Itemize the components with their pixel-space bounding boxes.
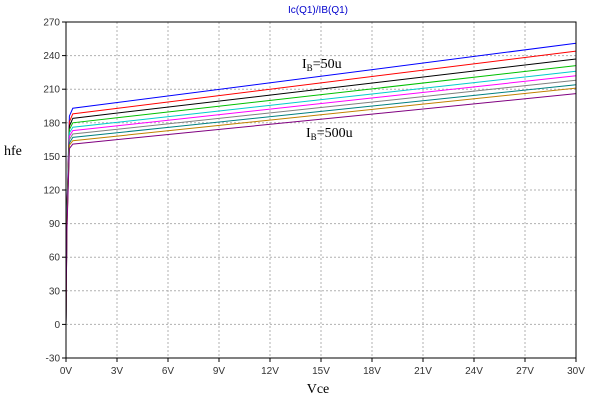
annotation-ib-50u-sub: B [307,63,313,73]
grid [66,22,576,358]
annotation-ib-500u-sub: B [311,132,317,142]
y-tick-label: 270 [43,18,60,29]
x-tick-label: 12V [261,366,279,377]
annotation-ib-50u-value: =50u [313,57,342,72]
annotation-ib-500u-base: I [306,126,311,141]
x-tick-label: 24V [465,366,483,377]
x-tick-label: 6V [162,366,175,377]
y-tick-label: 210 [43,85,60,96]
y-tick-label: 0 [54,320,60,331]
x-tick-label: 9V [213,366,226,377]
annotation-ib-50u: IB=50u [302,57,342,73]
y-tick-label: -30 [46,354,61,365]
annotation-ib-500u: IB=500u [306,126,353,142]
x-tick-label: 18V [363,366,381,377]
x-tick-label: 30V [567,366,585,377]
y-tick-label: 150 [43,152,60,163]
chart-title: Ic(Q1)/IB(Q1) [288,5,348,16]
annotation-ib-50u-base: I [302,57,307,72]
annotation-ib-500u-value: =500u [317,126,353,141]
x-axis-label: Vce [307,382,330,397]
series-group [65,42,577,325]
x-tick-label: 27V [516,366,534,377]
y-tick-label: 120 [43,186,60,197]
y-axis-label: hfe [4,144,22,159]
y-tick-label: 240 [43,51,60,62]
x-tick-label: 15V [312,366,330,377]
tick-labels: 0V 3V 6V 9V 12V 15V 18V 21V 24V 27V 30V -30 0 30 60 90 1… [43,18,585,378]
series-line-10 [65,93,577,325]
y-tick-label: 90 [49,219,61,230]
x-tick-label: 21V [414,366,432,377]
y-tick-label: 180 [43,118,60,129]
y-tick-label: 60 [49,253,61,264]
x-tick-label: 0V [60,366,73,377]
y-tick-label: 30 [49,286,61,297]
x-tick-label: 3V [111,366,124,377]
